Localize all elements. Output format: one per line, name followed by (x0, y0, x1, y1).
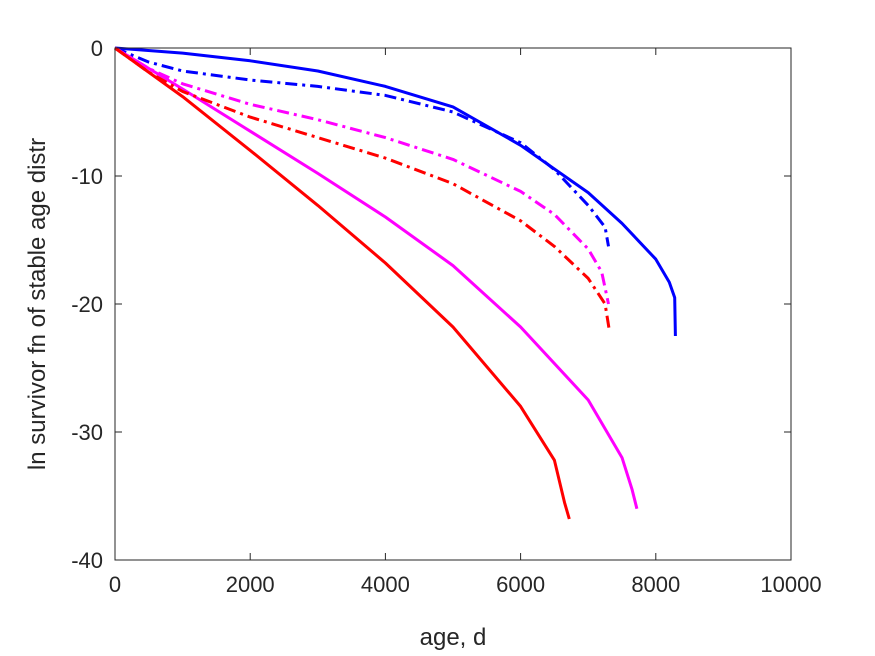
series-line-1 (114, 46, 677, 337)
series-line-3 (114, 46, 639, 510)
y-tick-label: 0 (91, 36, 103, 61)
plot-lines (114, 46, 677, 520)
series-line-5 (114, 46, 571, 520)
x-axis-label: age, d (420, 624, 487, 651)
x-tick-label: 10000 (760, 572, 821, 597)
x-tick-label: 6000 (496, 572, 545, 597)
y-axis-label: ln survivor fn of stable age distr (24, 138, 51, 470)
series-line-2 (114, 46, 610, 247)
x-tick-label: 2000 (226, 572, 275, 597)
y-tick-label: -40 (71, 548, 103, 573)
series-line-4 (114, 46, 610, 305)
y-axis-ticks: -40 -30 -20 -10 0 (71, 36, 791, 573)
x-tick-label: 0 (109, 572, 121, 597)
x-tick-label: 4000 (361, 572, 410, 597)
y-tick-label: -30 (71, 420, 103, 445)
x-axis-ticks: 0 2000 4000 6000 8000 10000 (109, 48, 822, 597)
y-tick-label: -20 (71, 292, 103, 317)
y-tick-label: -10 (71, 164, 103, 189)
x-tick-label: 8000 (631, 572, 680, 597)
series-line-6 (114, 46, 611, 330)
